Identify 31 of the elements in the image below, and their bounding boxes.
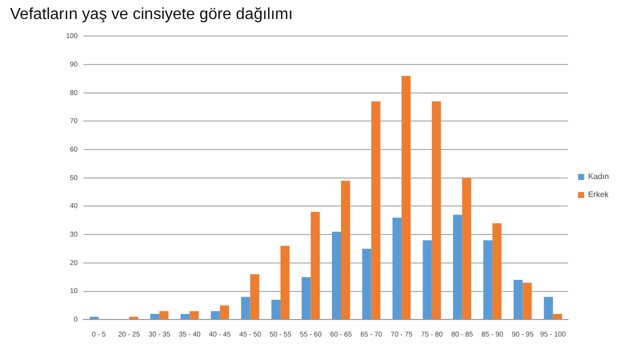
bar — [280, 246, 290, 320]
bar — [159, 311, 168, 320]
bar — [522, 282, 532, 320]
bar — [190, 311, 199, 320]
legend-label: Kadın — [588, 172, 609, 182]
bar — [552, 314, 562, 320]
bar — [492, 223, 502, 320]
bar — [453, 214, 462, 320]
bar — [250, 274, 260, 320]
bar — [422, 240, 432, 320]
bar — [310, 212, 320, 320]
bar — [332, 232, 342, 320]
bar — [341, 180, 350, 320]
bar — [362, 248, 372, 320]
bar — [302, 277, 311, 320]
bar — [544, 296, 553, 320]
bar — [180, 314, 190, 320]
bar — [483, 240, 492, 320]
chart-title: Vefatların yaş ve cinsiyete göre dağılımı — [10, 6, 293, 24]
bar — [432, 101, 441, 320]
bar — [241, 296, 250, 320]
bar — [371, 101, 380, 320]
bar — [462, 178, 472, 320]
bar — [220, 305, 230, 320]
legend-label: Erkek — [588, 190, 610, 200]
bar — [514, 280, 523, 320]
bar — [150, 314, 160, 320]
bar — [402, 76, 411, 320]
bar — [210, 311, 220, 320]
bar — [271, 300, 280, 320]
bar — [392, 218, 402, 320]
